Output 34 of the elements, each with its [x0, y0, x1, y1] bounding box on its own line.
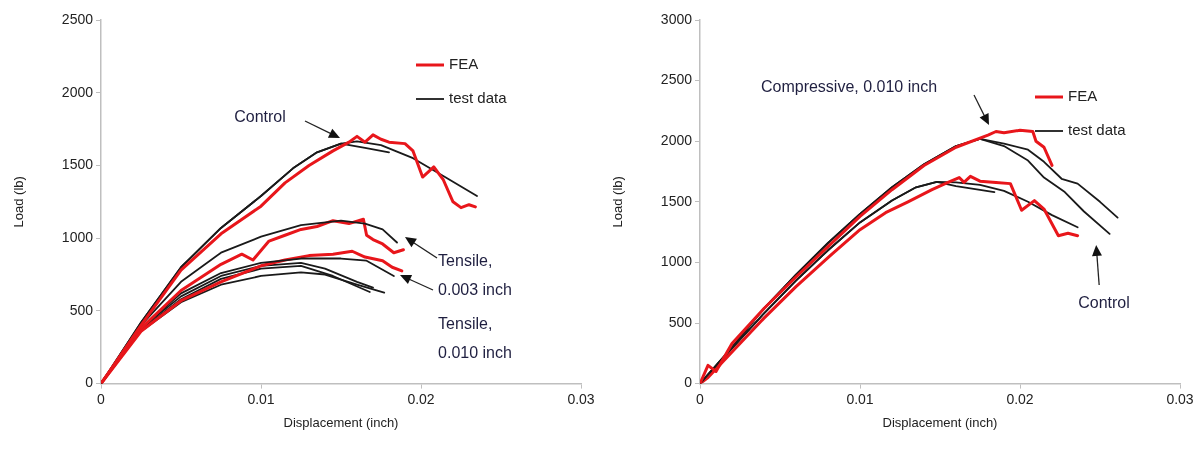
annotation: Tensile, 0.010 inch — [438, 315, 512, 362]
y-tick-label: 1000 — [660, 253, 693, 270]
x-axis-title: Displacement (inch) — [283, 414, 399, 430]
y-tick-label: 1500 — [660, 192, 693, 209]
legend-label: FEA — [449, 55, 479, 73]
x-tick-label: 0.03 — [1166, 390, 1194, 407]
x-tick-label: 0 — [696, 390, 705, 407]
annotation: Control — [1078, 294, 1130, 312]
y-tick-label: 500 — [668, 313, 693, 330]
x-tick-label: 0.02 — [1006, 390, 1034, 407]
annotation: Compressive, 0.010 inch — [760, 78, 938, 96]
y-tick-label: 2000 — [660, 132, 693, 149]
x-tick-label: 0.01 — [247, 390, 275, 407]
legend-label: FEA — [1068, 87, 1098, 105]
annotation: Control — [234, 108, 286, 126]
y-tick-label: 0 — [85, 374, 94, 391]
legend-label: test data — [449, 89, 508, 107]
y-axis-title: Load (lb) — [610, 176, 626, 228]
x-tick-label: 0 — [97, 390, 106, 407]
y-axis-title: Load (lb) — [11, 176, 27, 228]
annotation: Tensile, 0.003 inch — [438, 252, 512, 299]
y-tick-label: 3000 — [660, 10, 693, 27]
x-tick-label: 0.02 — [407, 390, 435, 407]
x-tick-label: 0.01 — [846, 390, 874, 407]
x-tick-label: 0.03 — [567, 390, 595, 407]
legend-label: test data — [1068, 121, 1127, 139]
x-axis-title: Displacement (inch) — [882, 414, 998, 430]
y-tick-label: 500 — [69, 301, 94, 318]
y-tick-label: 1000 — [61, 229, 94, 246]
y-tick-label: 2500 — [660, 71, 693, 88]
y-tick-label: 2000 — [61, 83, 94, 100]
y-tick-label: 0 — [684, 374, 693, 391]
y-tick-label: 1500 — [61, 156, 94, 173]
y-tick-label: 2500 — [61, 10, 94, 27]
